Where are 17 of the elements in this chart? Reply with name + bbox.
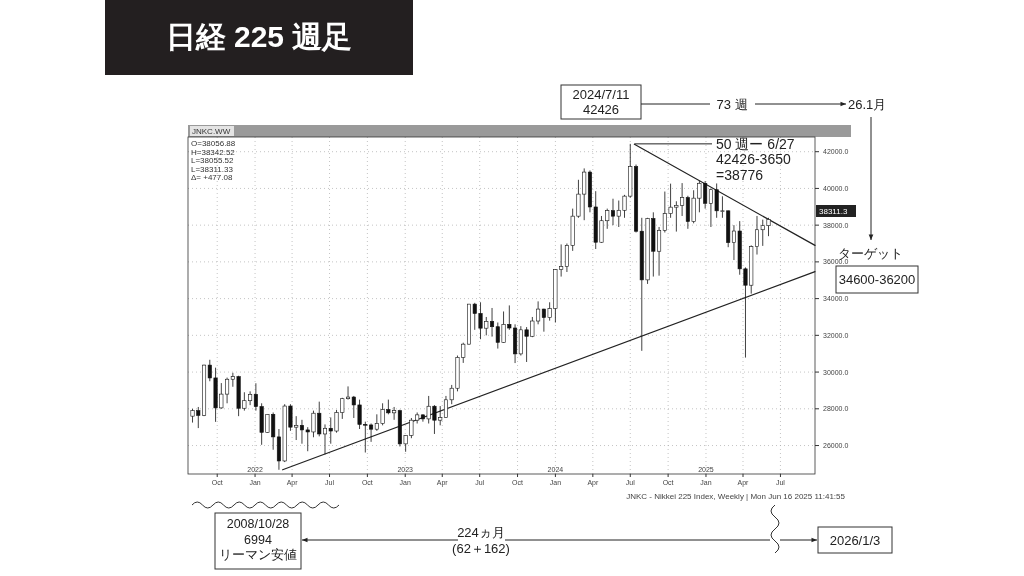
chart-title: 日経 225 週足 [165,20,353,53]
annotation: 50 週ー 6/27 42426-3650 =38776 [716,135,795,183]
text: JNKC.WW [192,127,231,136]
annotation: H=38342.52 [191,147,236,157]
annotation: Δ= +477.08 [191,173,233,182]
text: JNKC - Nikkei 225 Index, Weekly | Mon Jun 16 2025 11:41:55 [626,492,846,501]
annotation: L=38311.33 [191,164,234,174]
text: 2024/7/11 42426 [572,87,630,117]
text: 2026/1/3 [829,533,881,548]
text: 26.1月 [848,97,887,112]
text: 2008/10/28 6994 リーマン安値 [219,517,297,563]
text: 38311.3 [819,206,848,216]
annotation: L=38055.52 [191,156,235,165]
text: 73 週 [716,97,748,112]
text: 224ヵ月 (62＋162) [452,525,510,556]
annotation: O=38056.88 [191,139,236,148]
text: 34600-36200 [838,272,916,287]
